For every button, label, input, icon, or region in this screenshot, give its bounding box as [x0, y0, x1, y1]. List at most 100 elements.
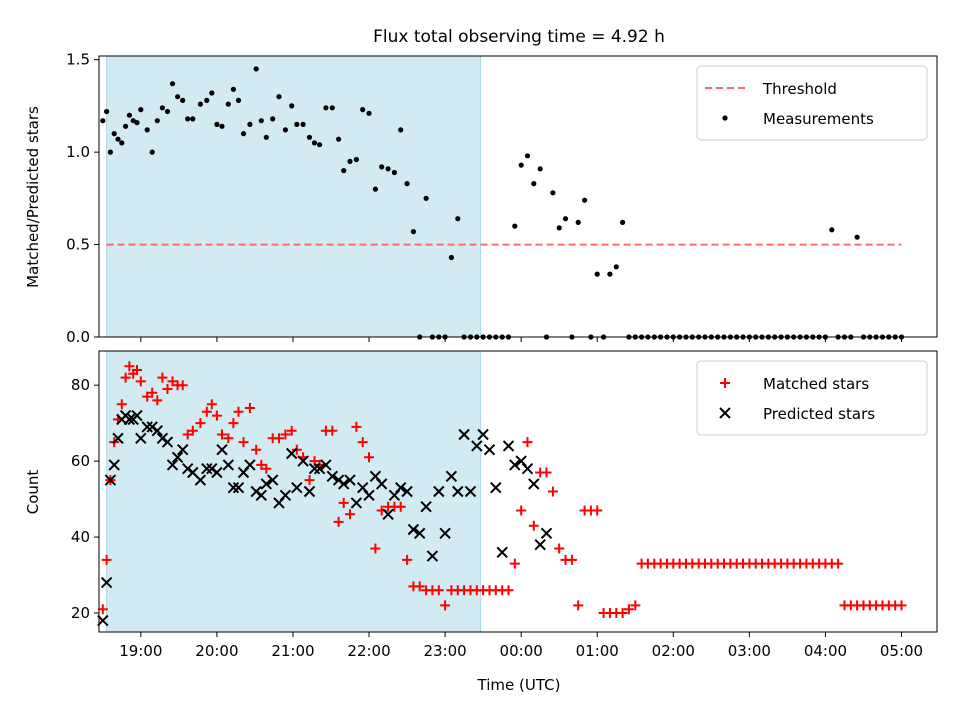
measurement-point	[677, 334, 683, 340]
measurement-point	[886, 334, 892, 340]
measurement-point	[639, 334, 645, 340]
measurement-point	[715, 334, 721, 340]
measurement-point	[138, 107, 144, 113]
x-tick-label: 22:00	[347, 642, 390, 660]
predicted-point	[363, 489, 375, 502]
measurement-point	[816, 334, 822, 340]
y-axis-label-top: Matched/Predicted stars	[24, 106, 42, 288]
predicted-point	[521, 462, 534, 475]
measurement-point	[658, 334, 664, 340]
matched-point	[167, 376, 178, 387]
matched-point	[522, 437, 533, 448]
predicted-point	[471, 440, 483, 452]
measurement-point	[149, 149, 155, 155]
matched-point	[135, 376, 146, 387]
measurement-point	[613, 264, 619, 270]
measurement-point	[423, 195, 429, 201]
measurement-point	[512, 223, 518, 229]
measurement-point	[276, 94, 282, 100]
measurement-point	[582, 197, 588, 203]
measurement-point	[575, 219, 581, 225]
predicted-point	[382, 508, 394, 521]
measurement-point	[867, 334, 873, 340]
measurement-point	[467, 334, 474, 340]
matched-point	[201, 406, 212, 417]
measurement-point	[632, 334, 638, 340]
matched-point	[573, 600, 584, 611]
measurement-point	[607, 271, 613, 277]
measurement-point	[154, 118, 160, 124]
predicted-point	[194, 474, 207, 486]
measurement-point	[810, 334, 816, 340]
measurement-point	[797, 334, 803, 340]
predicted-point	[227, 481, 240, 494]
measurement-point	[235, 97, 242, 103]
axes-frame-top	[98, 55, 938, 338]
matched-point	[433, 585, 444, 596]
measurement-point	[144, 127, 150, 133]
measurement-point	[594, 271, 600, 277]
measurement-point	[263, 134, 269, 140]
measurement-point	[197, 101, 203, 107]
measurement-point	[524, 153, 531, 159]
measurement-point	[696, 334, 702, 340]
measurement-point	[329, 105, 335, 111]
matched-point	[541, 467, 552, 478]
predicted-point	[350, 497, 363, 509]
matched-point	[280, 429, 291, 440]
predicted-point	[279, 489, 292, 502]
legend-label: Measurements	[763, 110, 874, 128]
matched-point	[304, 475, 315, 486]
predicted-point	[337, 478, 350, 490]
legend-label: Predicted stars	[763, 405, 875, 423]
matched-point	[395, 501, 406, 512]
matched-point	[238, 437, 249, 448]
predicted-point	[540, 527, 553, 540]
measurement-point	[104, 108, 110, 115]
measurement-point	[134, 120, 140, 126]
predicted-point	[509, 459, 521, 471]
measurement-point	[486, 334, 493, 340]
matched-point	[357, 437, 368, 448]
measurement-point	[360, 107, 366, 113]
predicted-point	[502, 440, 515, 452]
measurement-point	[111, 131, 117, 137]
matched-point	[351, 421, 362, 432]
y-tick-label: 60	[71, 452, 90, 470]
predicted-point	[108, 459, 120, 471]
x-tick-label: 19:00	[119, 642, 162, 660]
predicted-point	[313, 462, 326, 475]
measurement-point	[873, 334, 879, 340]
matched-point	[617, 608, 628, 618]
measurement-point	[841, 334, 848, 340]
predicted-point	[426, 550, 439, 562]
measurement-point	[740, 334, 746, 340]
y-tick-label: 80	[71, 376, 90, 394]
measurement-point	[209, 90, 215, 96]
predicted-point	[534, 538, 546, 551]
y-tick-label: 40	[71, 528, 90, 546]
x-tick-label: 05:00	[880, 642, 923, 660]
predicted-point	[255, 489, 268, 502]
predicted-point	[719, 407, 731, 419]
measurement-point	[282, 127, 288, 133]
measurement-point	[505, 334, 512, 340]
measurement-point	[219, 123, 225, 129]
predicted-point	[151, 424, 164, 437]
matched-point	[261, 463, 272, 474]
predicted-point	[161, 436, 174, 448]
predicted-point	[211, 466, 223, 479]
measurement-point	[772, 334, 778, 340]
measurement-point	[835, 334, 841, 340]
measurement-point	[461, 334, 467, 340]
predicted-point	[100, 576, 113, 589]
measurement-point	[601, 334, 607, 340]
measurement-point	[366, 110, 372, 116]
matched-point	[414, 581, 425, 592]
legends: Threshold Measurements Matched stars Predic…	[696, 65, 928, 436]
matched-point	[327, 425, 338, 436]
measurement-point	[115, 136, 121, 142]
predicted-point	[433, 485, 445, 498]
predicted-point	[222, 459, 235, 471]
